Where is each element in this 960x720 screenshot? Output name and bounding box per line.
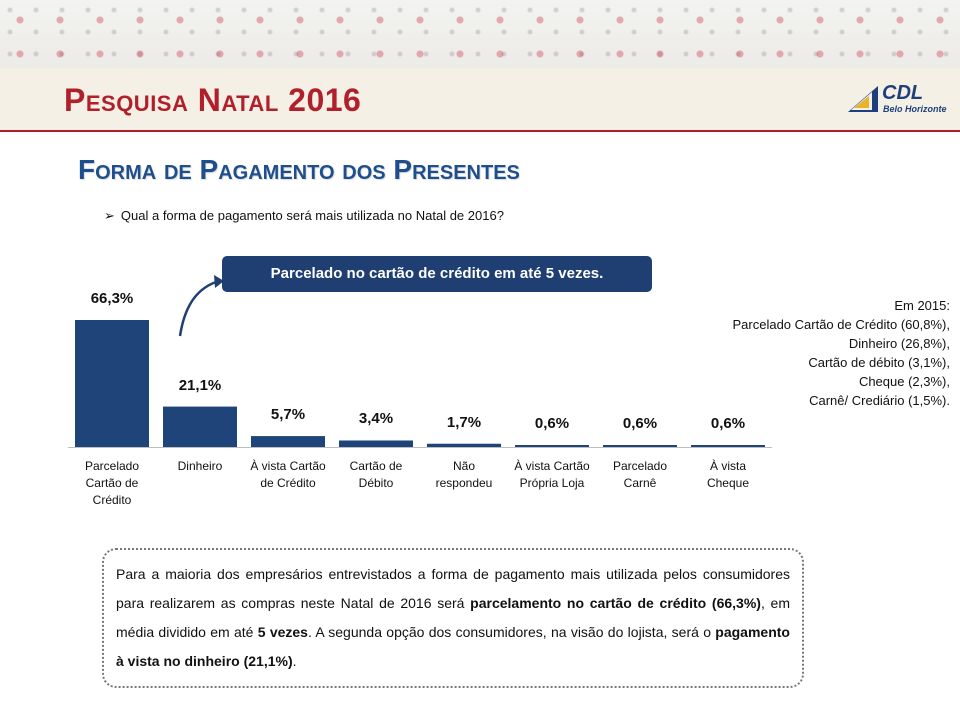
bar-value-label: 66,3% — [90, 290, 134, 307]
comparison-2015-item: Dinheiro (26,8%), — [848, 336, 950, 351]
category-label: À vista Cartão de Crédito — [250, 459, 326, 490]
category-label: Parcelado Cartão de Crédito — [84, 459, 140, 507]
bar-value-label: 0,6% — [622, 415, 658, 432]
highlight-callout: Parcelado no cartão de crédito em até 5 … — [222, 256, 652, 292]
question-text: Qual a forma de pagamento será mais util… — [120, 208, 504, 223]
comparison-2015-heading: Em 2015: — [894, 298, 950, 313]
cdl-logo-mark-icon — [848, 86, 878, 112]
bar — [163, 406, 237, 447]
curved-arrow-icon — [178, 275, 224, 337]
title-bar — [0, 68, 960, 132]
bar — [75, 320, 149, 447]
bar — [515, 445, 589, 447]
category-label: Não respondeu — [435, 459, 493, 490]
logo-name: CDL — [882, 82, 924, 104]
cdl-logo: CDL Belo Horizonte — [848, 82, 948, 118]
bar-value-label: 1,7% — [446, 413, 482, 431]
bar — [251, 436, 325, 447]
category-label: Parcelado Carnê — [612, 459, 668, 490]
note-bold: pagamento à vista no dinheiro (21,1%) — [116, 624, 790, 669]
comparison-2015: Em 2015: Parcelado Cartão de Crédito (60… — [680, 296, 950, 410]
bar — [427, 443, 501, 447]
note-bold: parcelamento no cartão de crédito (66,3%… — [470, 595, 761, 611]
bar — [339, 440, 413, 447]
bar — [691, 445, 765, 447]
note-text: , em média dividido em até — [116, 595, 791, 640]
category-label: À vista Cheque — [706, 459, 750, 490]
bar-value-label: 21,1% — [178, 376, 222, 394]
category-label: À vista Cartão Própria Loja — [514, 459, 590, 490]
logo-subtitle: Belo Horizonte — [883, 104, 947, 114]
payment-method-bar-chart: 66,3% Parcelado Cartão de Crédito 21,1% Dinhe… — [66, 280, 786, 510]
note-text: . A segunda opção dos consumidores, na v… — [307, 624, 716, 640]
bar-value-label: 3,4% — [358, 410, 394, 428]
section-title: Forma de Pagamento dos Presentes — [78, 154, 520, 185]
christmas-pattern-banner — [0, 0, 960, 69]
chart-plot — [68, 320, 772, 448]
survey-question: ➢ Qual a forma de pagamento será mais uti… — [104, 208, 504, 224]
comparison-2015-item: Parcelado Cartão de Crédito (60,8%), — [732, 317, 950, 332]
category-label: Dinheiro — [177, 459, 223, 473]
page-title: Pesquisa Natal 2016 — [64, 82, 362, 118]
note-text: Para a maioria dos empresários entrevist… — [116, 566, 790, 611]
category-label: Cartão de Débito — [349, 459, 403, 490]
note-text: . — [292, 653, 297, 669]
bar-value-label: 0,6% — [710, 415, 746, 432]
note-bold: 5 vezes — [257, 624, 308, 640]
summary-note: Para a maioria dos empresários entrevist… — [102, 548, 804, 688]
comparison-2015-item: Cartão de débito (3,1%), — [808, 355, 950, 370]
bar-value-label: 5,7% — [270, 406, 306, 424]
arrow-bullet-icon: ➢ — [104, 208, 115, 223]
bar-value-label: 0,6% — [534, 415, 570, 432]
comparison-2015-item: Carnê/ Crediário (1,5%). — [809, 393, 950, 408]
bar — [603, 445, 677, 447]
comparison-2015-item: Cheque (2,3%), — [858, 374, 950, 389]
